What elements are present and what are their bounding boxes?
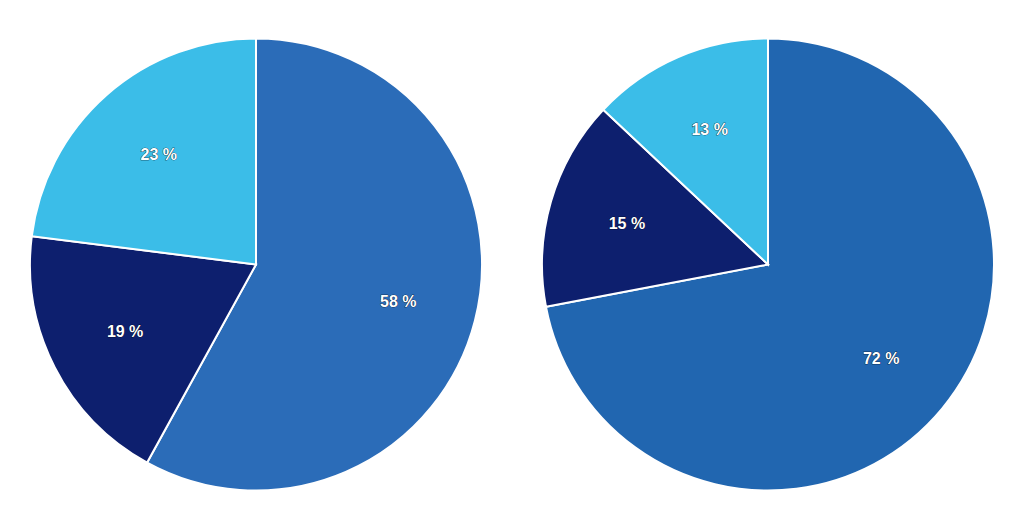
wedge bbox=[30, 236, 256, 462]
data-label: 72 % bbox=[863, 350, 899, 367]
wedge bbox=[32, 39, 256, 265]
data-label: 13 % bbox=[691, 121, 727, 138]
data-labels: 58 % 19 % 23 % bbox=[107, 146, 417, 340]
wedge bbox=[603, 39, 768, 265]
data-labels: 72 % 15 % 13 % bbox=[609, 121, 900, 366]
data-label: 15 % bbox=[609, 215, 645, 232]
data-label: 58 % bbox=[380, 293, 416, 310]
data-label: 19 % bbox=[107, 323, 143, 340]
data-label: 23 % bbox=[141, 146, 177, 163]
wedges bbox=[30, 39, 482, 491]
wedges bbox=[542, 39, 994, 491]
chart-canvas: 58 % 19 % 23 % 72 % 15 % 13 % bbox=[0, 0, 1024, 529]
pie: 72 % 15 % 13 % bbox=[542, 39, 994, 491]
pie: 58 % 19 % 23 % bbox=[30, 39, 482, 491]
